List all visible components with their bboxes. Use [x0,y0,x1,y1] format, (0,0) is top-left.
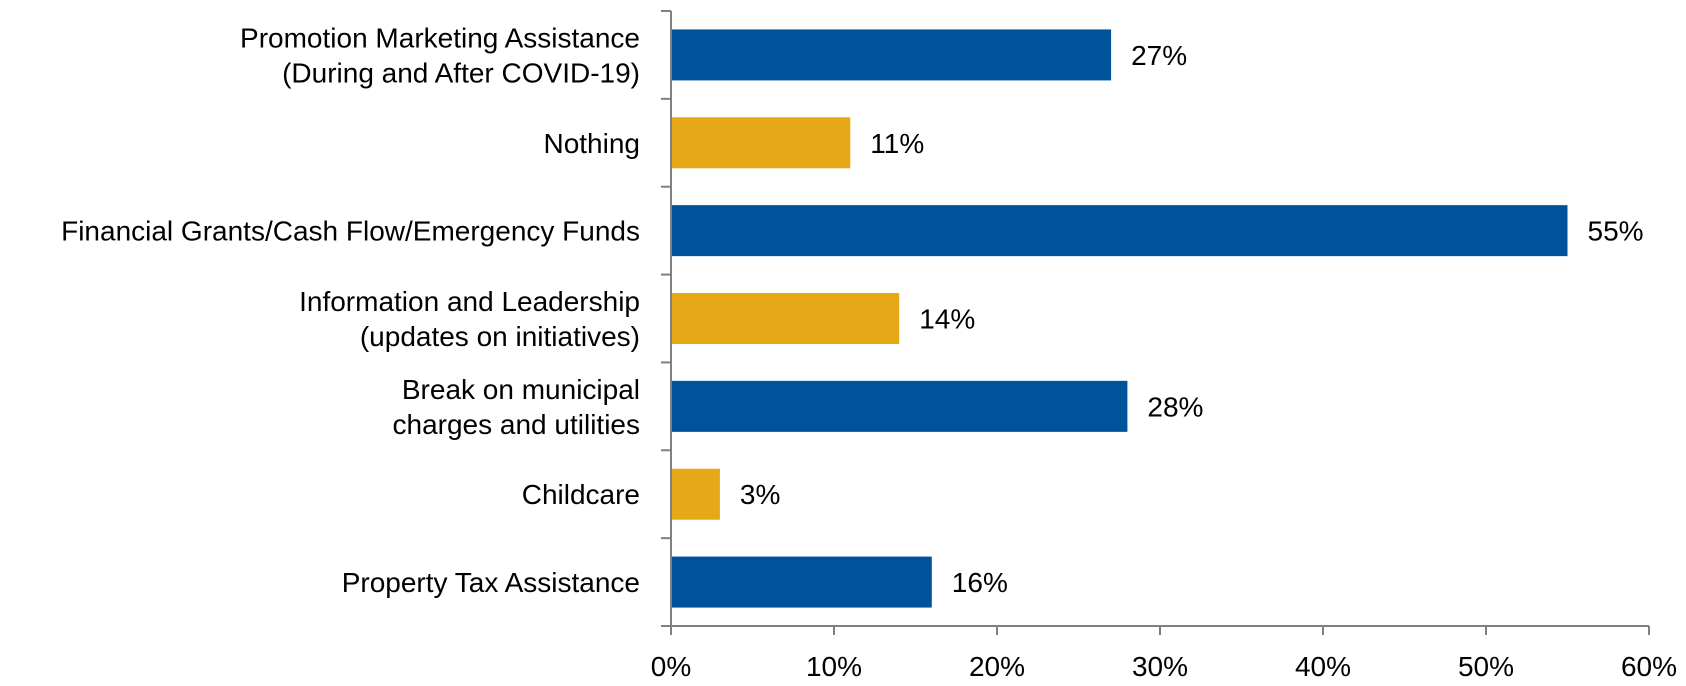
data-label: 14% [919,304,975,335]
category-label: Information and Leadership [299,286,640,317]
data-label: 28% [1147,391,1203,422]
x-tick-label: 20% [969,651,1025,682]
category-label: (During and After COVID-19) [282,57,640,88]
bar [671,205,1568,257]
category-label: Financial Grants/Cash Flow/Emergency Fun… [61,216,640,247]
bar [671,556,932,608]
labels-group: 27% Promotion Marketing Assistance (During… [61,22,1677,682]
data-label: 16% [952,567,1008,598]
bar [671,117,851,169]
x-tick-label: 0% [651,651,691,682]
category-label: charges and utilities [393,409,640,440]
data-label: 27% [1131,40,1187,71]
axes-group [661,10,1650,635]
x-tick-label: 40% [1295,651,1351,682]
data-label: 55% [1588,216,1644,247]
category-label: Nothing [543,128,640,159]
category-label: Break on municipal [402,374,640,405]
category-label: Promotion Marketing Assistance [240,22,640,53]
bar [671,468,720,520]
x-tick-label: 10% [806,651,862,682]
x-tick-label: 60% [1621,651,1677,682]
category-label: Property Tax Assistance [342,567,640,598]
x-tick-label: 50% [1458,651,1514,682]
bars-group [671,29,1568,608]
data-label: 11% [870,128,924,159]
bar [671,380,1128,432]
bar [671,293,900,344]
category-label: (updates on initiatives) [360,321,640,352]
bar [671,29,1112,81]
x-tick-label: 30% [1132,651,1188,682]
category-label: Childcare [522,479,640,510]
data-label: 3% [740,479,780,510]
